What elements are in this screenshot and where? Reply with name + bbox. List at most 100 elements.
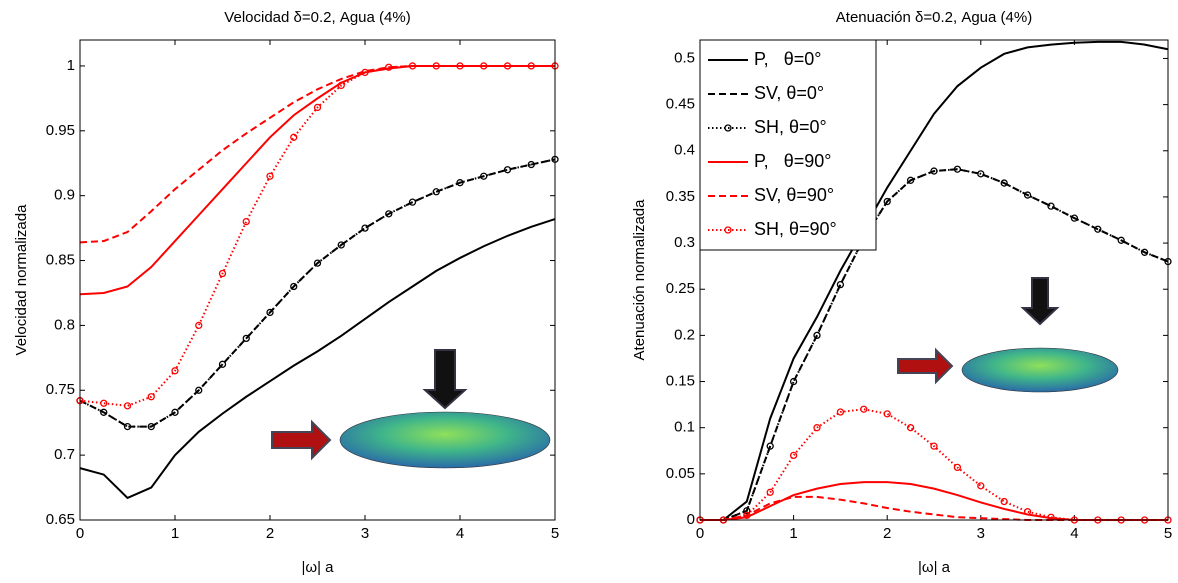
- series-marker: [527, 62, 535, 70]
- series-line: [700, 481, 1168, 521]
- inset-right: [897, 277, 1119, 393]
- series-marker: [953, 165, 962, 173]
- series-marker: [432, 62, 440, 70]
- x-tick-label: 3: [977, 525, 985, 542]
- series-marker: [1000, 497, 1008, 506]
- legend-marker: [724, 124, 732, 132]
- x-axis-label: |ω| a: [301, 559, 334, 576]
- x-tick-label: 0: [76, 525, 84, 542]
- series-marker: [195, 386, 203, 394]
- series-marker: [123, 422, 132, 431]
- series-marker: [361, 68, 369, 77]
- series-marker: [813, 424, 821, 432]
- plot-frame: [79, 39, 556, 521]
- x-tick-label: 5: [551, 525, 559, 542]
- series-line: [700, 40, 1169, 521]
- x-tick-label: 2: [266, 525, 274, 542]
- series-marker: [290, 133, 298, 141]
- series-marker: [1140, 248, 1149, 256]
- series-marker: [218, 269, 227, 278]
- series-marker: [337, 241, 345, 249]
- y-axis-label: Atenuación normalizada: [631, 199, 648, 361]
- subplot: Atenuación δ=0.2, Agua (4%) |ω| a Atenuaci…: [631, 9, 1172, 576]
- series-marker: [432, 188, 440, 196]
- series-marker: [480, 62, 488, 70]
- series-marker: [123, 402, 132, 410]
- subplot: Velocidad δ=0.2, Agua (4%) |ω| a Velocidad…: [13, 9, 559, 576]
- x-tick-label: 3: [361, 525, 369, 542]
- series-marker: [789, 377, 798, 386]
- series-marker: [195, 321, 203, 330]
- series-marker: [503, 166, 512, 174]
- series-marker: [456, 179, 464, 187]
- legend-box: [699, 39, 877, 251]
- series-marker: [883, 197, 891, 206]
- y-tick-label: 0.2: [674, 326, 695, 343]
- series-marker: [147, 393, 155, 401]
- y-tick-label: 0.45: [666, 96, 695, 113]
- series-marker: [456, 62, 464, 70]
- series-marker: [290, 282, 298, 291]
- series-marker: [242, 217, 250, 226]
- series-marker: [766, 442, 774, 450]
- y-tick-label: 1: [67, 57, 75, 74]
- series-marker: [100, 408, 108, 416]
- series-marker: [171, 408, 179, 416]
- series-marker: [1023, 191, 1032, 199]
- series-line: [79, 218, 556, 500]
- series-marker: [977, 170, 985, 178]
- series-line: [700, 495, 1168, 521]
- series-marker: [1023, 508, 1032, 516]
- series-line: [79, 64, 555, 296]
- series-marker: [836, 408, 845, 416]
- x-tick-label: 4: [1070, 525, 1078, 542]
- series-marker: [313, 259, 322, 267]
- series-line: [79, 158, 556, 428]
- series-marker: [385, 63, 393, 71]
- y-tick-label: 0.75: [46, 381, 75, 398]
- legend-label: SH, θ=0°: [754, 117, 827, 137]
- series-marker: [408, 198, 417, 206]
- series-marker: [1047, 202, 1055, 210]
- y-tick-label: 0.35: [666, 188, 695, 205]
- y-tick-label: 0.65: [46, 511, 75, 528]
- series-marker: [171, 367, 179, 375]
- series-marker: [789, 451, 798, 460]
- series-marker: [977, 482, 985, 490]
- chart-title: Atenuación δ=0.2, Agua (4%): [836, 9, 1032, 26]
- series-marker: [813, 331, 821, 340]
- plot-frame: [699, 39, 1169, 521]
- series-marker: [313, 103, 322, 112]
- series-marker: [218, 360, 227, 368]
- legend-label: P, θ=0°: [754, 49, 821, 69]
- series-marker: [1000, 179, 1008, 187]
- series-marker: [242, 334, 250, 343]
- series-marker: [266, 308, 274, 317]
- y-tick-label: 0.8: [54, 316, 75, 333]
- series-line: [79, 158, 556, 428]
- y-tick-label: 0.15: [666, 373, 695, 390]
- series-marker: [503, 62, 512, 70]
- y-tick-label: 0: [687, 511, 695, 528]
- series-marker: [337, 81, 345, 90]
- series-marker: [361, 224, 369, 232]
- series-marker: [1070, 214, 1079, 222]
- series-marker: [836, 280, 845, 289]
- series-line: [79, 64, 555, 244]
- legend: P, θ=0° SV, θ=0° SH, θ=0° P, θ=90° SV, θ=90°…: [699, 39, 877, 251]
- series-marker: [906, 176, 915, 184]
- series-marker: [408, 62, 417, 70]
- series-marker: [906, 424, 915, 432]
- legend-marker: [724, 226, 732, 234]
- y-tick-label: 0.7: [54, 446, 75, 463]
- y-tick-label: 0.25: [666, 280, 695, 297]
- x-tick-label: 0: [696, 525, 704, 542]
- series-line: [700, 168, 1169, 521]
- y-tick-label: 0.05: [666, 465, 695, 482]
- y-axis-label: Velocidad normalizada: [13, 204, 30, 356]
- x-tick-label: 4: [456, 525, 464, 542]
- legend-label: SH, θ=90°: [754, 219, 837, 239]
- series-line: [700, 168, 1169, 521]
- series-marker: [766, 488, 774, 496]
